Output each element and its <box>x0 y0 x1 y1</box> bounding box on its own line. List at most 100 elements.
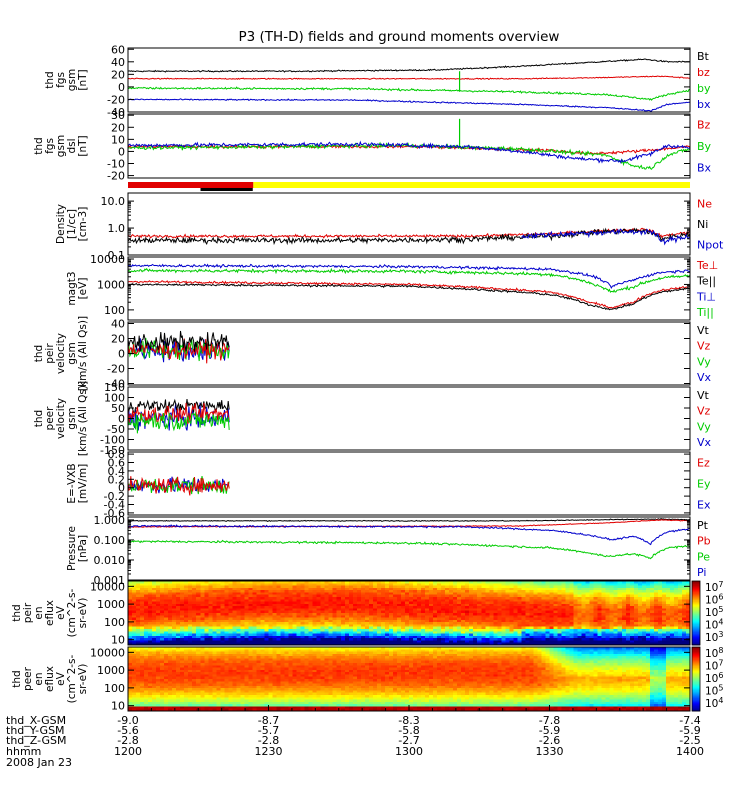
legend-pressure-2: Pe <box>697 550 710 563</box>
legend-peer_vel-0: Vt <box>697 389 710 402</box>
legend-peir_vel-0: Vt <box>697 324 710 337</box>
y-axis-label: velocity <box>55 333 67 374</box>
y-tick-label: 1.0 <box>108 222 126 235</box>
y-axis-label: peer <box>22 666 34 691</box>
legend-peir_vel-1: Vz <box>697 340 711 353</box>
y-axis-label: eflux <box>44 666 56 692</box>
mode-segment-0 <box>128 182 254 188</box>
legend-pressure-0: Pt <box>697 519 709 532</box>
y-tick-label: 100 <box>104 392 125 405</box>
legend-fgs-3: bx <box>697 98 711 111</box>
y-axis-label: gsm <box>66 69 78 91</box>
ephem-x-value: -9.0 <box>117 714 138 727</box>
y-tick-label: 0.2 <box>108 473 126 486</box>
time-tick-label: 1200 <box>114 745 142 758</box>
panel-peir_vel: 40 20 0 -20 -40 Vt Vz Vy Vx thd peir velocity gsm [km… <box>33 316 712 391</box>
y-axis-label: [nT] <box>77 135 89 156</box>
y-tick-label: 10 <box>111 700 125 713</box>
legend-efield-1: Ey <box>697 478 711 491</box>
y-tick-label: 0.1 <box>108 249 126 262</box>
legend-efield-2: Ex <box>697 499 711 512</box>
colorbar-label-peer_spec-0: 108 <box>705 646 723 660</box>
colorbar-label-peir_spec-0: 107 <box>705 580 723 594</box>
legend-peer_vel-3: Vx <box>697 436 712 449</box>
panel-efield: 0.80.60.40.20-0.2-0.4-0.6 Ez Ey Ex E=-VXB [mV… <box>66 448 711 520</box>
ephem-x-value: -7.8 <box>539 714 560 727</box>
y-tick-label: -40 <box>107 106 125 119</box>
y-axis-label: peir <box>44 343 56 364</box>
series-line-pressure-Pt <box>128 518 690 522</box>
legend-fgs-2: by <box>697 82 711 95</box>
y-axis-label: en <box>33 672 45 685</box>
series-line-pressure-Pi <box>128 524 690 546</box>
colorbar-label-peer_spec-2: 106 <box>705 671 723 685</box>
y-axis-label: gsm <box>66 407 78 429</box>
series-line-efield-Ez <box>128 476 230 496</box>
y-axis-label: thd <box>33 345 45 362</box>
y-axis-label: [nT] <box>77 69 89 90</box>
ephem-z-value: -2.8 <box>117 734 138 747</box>
y-tick-label: 0 <box>118 145 125 158</box>
series-line-fgs_dsl-Bx <box>128 140 690 164</box>
ephem-x-value: -8.3 <box>398 714 419 727</box>
y-axis-label: [km/s (All Qs)] <box>77 381 89 456</box>
time-tick-label: 1400 <box>676 745 704 758</box>
y-tick-label: -40 <box>107 378 125 391</box>
ephem-z-value: -2.8 <box>258 734 279 747</box>
x-axis-group: -9.0-5.6-2.81200-8.7-5.7-2.81230-8.3-5.8… <box>6 705 704 769</box>
y-tick-label: 0.6 <box>108 457 126 470</box>
y-tick-label: -20 <box>107 363 125 376</box>
y-tick-label: 100 <box>104 616 125 629</box>
panel-density: 10.0 1.0 0.1 Ne Ni Npot Density [1/cc] [cm-3] <box>55 192 724 262</box>
mode-segment-2 <box>200 188 253 191</box>
time-tick-label: 1300 <box>395 745 423 758</box>
ephem-x-value: -8.7 <box>258 714 279 727</box>
y-tick-label: 100 <box>104 682 125 695</box>
series-line-peer_vel-Vy <box>128 411 230 434</box>
y-axis-label: en <box>33 606 45 619</box>
y-tick-label: 0.010 <box>94 554 126 567</box>
panel-pressure: 1.000 0.100 0.010 0.001 Pt Pb Pe Pi Pressure [nPa… <box>66 514 711 587</box>
series-line-peir_vel-Vz <box>128 338 230 364</box>
legend-temperature-2: Ti⊥ <box>696 290 716 303</box>
y-axis-label: dsl <box>66 138 78 153</box>
y-axis-label: thd <box>11 604 23 621</box>
series-line-fgs_dsl-By <box>128 141 690 170</box>
y-axis-label: thd <box>33 137 45 154</box>
legend-temperature-3: Ti|| <box>696 306 714 319</box>
x-axis-row-label: thd_Z-GSM <box>6 734 66 747</box>
x-axis-row-label: thd_Y-GSM <box>6 724 65 737</box>
y-tick-label: 10000 <box>90 646 125 659</box>
y-tick-label: 1000 <box>97 278 125 291</box>
colorbar-label-peir_spec-1: 106 <box>705 593 723 607</box>
y-tick-label: 1000 <box>97 598 125 611</box>
y-tick-label: 10 <box>111 133 125 146</box>
ephem-y-value: -5.6 <box>117 724 138 737</box>
ephem-z-value: -2.6 <box>539 734 560 747</box>
legend-density-1: Ni <box>697 218 708 231</box>
panel-temperature: 10000 1000 100 Te⊥ Te|| Ti⊥ Ti|| magt3 [eV] <box>66 253 718 321</box>
plot-title: P3 (TH-D) fields and ground moments over… <box>239 29 560 45</box>
y-tick-label: -150 <box>100 444 125 457</box>
y-tick-label: 1.000 <box>94 514 126 527</box>
y-tick-label: 0 <box>118 348 125 361</box>
mode-segment-1 <box>253 182 691 188</box>
y-tick-label: -100 <box>100 434 125 447</box>
y-axis-label: sr-eV) <box>77 664 89 695</box>
y-tick-label: 0.100 <box>94 534 126 547</box>
legend-efield-0: Ez <box>697 457 710 470</box>
ephem-z-value: -2.5 <box>679 734 700 747</box>
y-axis-label: sr-eV) <box>77 598 89 629</box>
legend-peer_vel-1: Vz <box>697 405 711 418</box>
series-line-peer_vel-Vt <box>128 398 230 414</box>
y-tick-label: -0.2 <box>104 490 125 503</box>
colorbar-label-peer_spec-1: 107 <box>705 659 723 673</box>
y-axis-label: eV <box>55 605 67 619</box>
series-line-peir_vel-Vt <box>128 330 230 352</box>
y-tick-label: 0 <box>118 81 125 94</box>
series-line-peer_vel-Vz <box>128 402 230 425</box>
